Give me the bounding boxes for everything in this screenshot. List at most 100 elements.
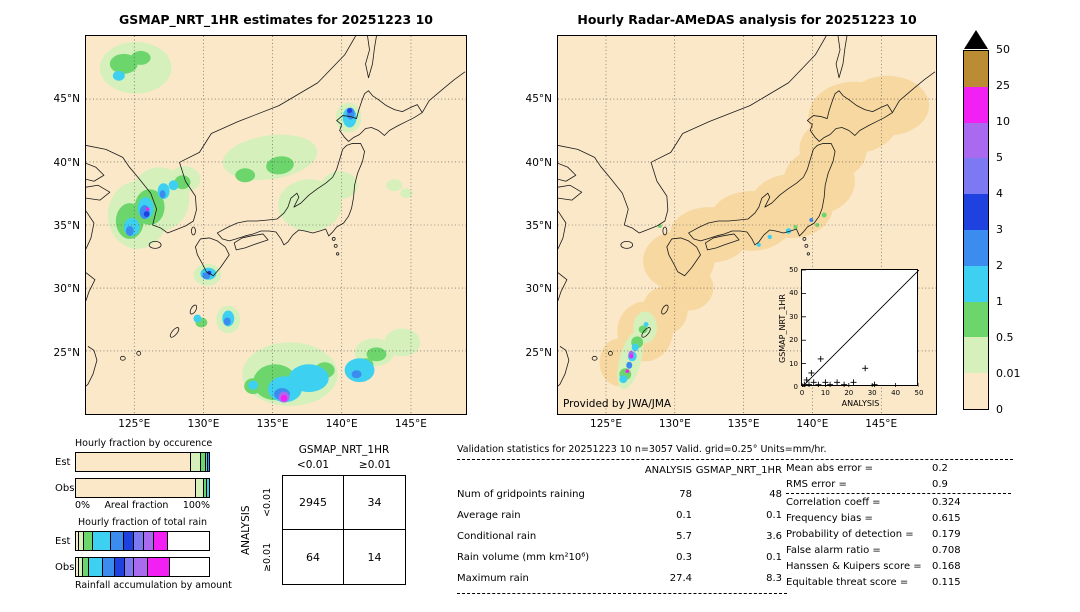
bar-segment [205,453,208,471]
contingency-cell-hits: 14 [367,550,382,564]
colorbar-label: 0.5 [996,331,1014,344]
lat-tick-label: 30°N [525,283,552,296]
lat-tick-label: 45°N [525,93,552,106]
bar-segment [76,453,192,471]
colorbar-block [964,337,988,374]
inset-x-tick-label: 40 [891,389,901,397]
bar-segment [125,558,135,576]
lon-tick-label: 135°E [256,418,289,430]
colorbar-label: 50 [996,43,1010,56]
colorbar-label: 0.01 [996,367,1021,380]
score-row: Correlation coeff = 0.324 [786,497,961,508]
contingency-cell-miss: 64 [283,530,344,584]
radar-amedas-map: ANALYSIS GSMAP_NRT_1HR 0 0 10 10 20 20 30 30 40 4… [526,35,937,430]
bar-segment [76,479,196,497]
score-row: Hanssen & Kuipers score = 0.168 [786,561,961,572]
occurrence-obs-bar [75,478,210,498]
bar-segment [93,532,111,550]
credit-text: Provided by JWA/JMA [563,398,672,410]
bar-segment [203,479,207,497]
contingency-col-label-lt: <0.01 [296,459,330,471]
precip-blobs-right [617,212,827,390]
contingency-col-label-ge: ≥0.01 [358,459,392,471]
colorbar-label: 4 [996,187,1003,200]
fraction-charts: Hourly fraction by occurence Est Obs 0% … [55,438,232,591]
colorbar-label: 10 [996,115,1010,128]
dashed-divider [457,459,1013,460]
inset-x-tick-label: 50 [914,389,924,397]
bar-segment [78,532,84,550]
axis-0-label: 0% [75,500,91,511]
validation-statistics: Validation statistics for 20251223 10 n=… [457,444,1013,594]
lat-tick-label: 45°N [53,93,80,106]
score-row: False alarm ratio = 0.708 [786,545,961,556]
colorbar-block [964,301,988,338]
colorbar-blocks [963,50,989,410]
inset-y-tick-label: 30 [789,312,798,321]
lon-tick-label: 145°E [394,418,427,430]
bar-segment [114,558,126,576]
radar-map-canvas [558,36,936,414]
score-row: Frequency bias = 0.615 [786,513,961,524]
colorbar-block [964,86,988,123]
lon-tick-label: 135°E [727,418,760,430]
gsmap-map-canvas [86,36,466,414]
bar-segment [110,532,124,550]
occurrence-est-bar [75,452,210,472]
inset-plot-svg [802,270,919,387]
inset-y-tick-label: 10 [789,359,798,368]
axis-title: Areal fraction [104,500,169,511]
bar-segment [76,532,79,550]
est-label: Est [55,535,71,547]
lon-tick-label: 125°E [590,418,622,430]
totalrain-est-bar [75,531,210,551]
score-list: Mean abs error = 0.2 RMS error = 0.9 Correla… [786,461,1011,591]
validation-title: Validation statistics for 20251223 10 n=… [457,444,827,455]
bar-segment [78,558,83,576]
contingency-row-title: ANALYSIS [240,505,252,555]
score-row: Probability of detection = 0.179 [786,529,961,540]
bar-segment [134,532,144,550]
analysis-column-header: ANALYSIS [644,465,692,476]
gsmap-column-header: GSMAP_NRT_1HR [695,465,782,476]
colorbar-block [964,265,988,302]
colorbar-block [964,51,988,87]
validation-row: Maximum rain 27.4 8.3 [457,573,782,584]
colorbar-block [964,373,988,409]
bar-segment [154,532,168,550]
lat-tick-label: 30°N [53,283,80,296]
validation-row: Rain volume (mm km²10⁶) 0.3 0.1 [457,552,782,563]
inset-x-tick-label: 10 [820,389,830,397]
bar-segment [147,558,171,576]
lat-tick-label: 25°N [525,346,552,359]
bar-segment [201,453,206,471]
radar-coverage-halo [599,75,930,387]
validation-row: Conditional rain 5.7 3.6 [457,531,782,542]
colorbar-labels: 50 25 10 5 4 3 2 1 0.5 0.01 0 [996,43,1034,416]
bar-segment [134,558,148,576]
score-row: Mean abs error = 0.2 [786,463,948,474]
bar-segment [170,558,209,576]
lon-tick-label: 130°E [658,418,691,430]
colorbar-label: 5 [996,151,1003,164]
colorbar-label: 0 [996,403,1003,416]
areal-fraction-axis: 0% Areal fraction 100% [75,500,210,513]
gsmap-estimate-map: 45°N 40°N 35°N 30°N 25°N 125°E 130°E 135°E 140°E… [54,35,467,430]
lat-tick-label: 25°N [53,346,80,359]
occurrence-est-row: Est [55,452,210,472]
axis-100-label: 100% [182,500,210,511]
lat-tick-label: 35°N [525,220,552,232]
inset-y-axis-label: GSMAP_NRT_1HR [778,294,787,363]
bar-segment [102,558,115,576]
lon-tick-label: 130°E [187,418,220,430]
validation-header-row: ANALYSIS GSMAP_NRT_1HR [457,465,787,476]
occurrence-chart-title: Hourly fraction by occurence [75,438,213,449]
bar-segment [143,532,155,550]
bar-segment [206,479,209,497]
contingency-row-label-ge: ≥0.01 [262,542,273,573]
totalrain-obs-bar [75,557,210,577]
lat-tick-label: 40°N [53,156,80,169]
precip-blobs-left [99,41,421,407]
inset-scatter-plot: ANALYSIS GSMAP_NRT_1HR 0 0 10 10 20 20 30 30 40 4… [778,266,923,408]
